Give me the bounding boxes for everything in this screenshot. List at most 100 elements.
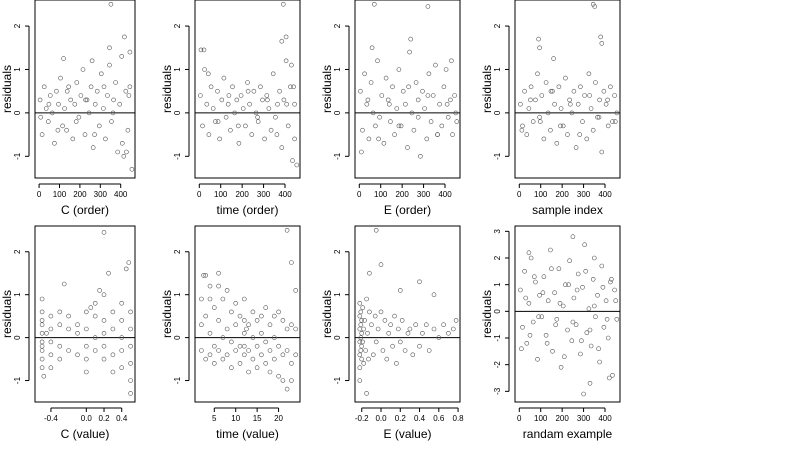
- data-point: [284, 101, 290, 107]
- data-point: [110, 309, 116, 315]
- data-point: [288, 84, 293, 90]
- data-point: [587, 380, 593, 386]
- data-point: [126, 260, 132, 265]
- data-point: [84, 326, 89, 332]
- data-point: [425, 4, 431, 9]
- data-point: [360, 339, 366, 345]
- data-point: [240, 106, 246, 111]
- data-point: [92, 335, 98, 340]
- data-point: [567, 101, 573, 107]
- data-point: [394, 106, 400, 111]
- data-point: [415, 114, 421, 120]
- data-point: [103, 136, 108, 142]
- data-point: [399, 318, 405, 323]
- data-point: [129, 167, 135, 172]
- data-point: [64, 88, 70, 94]
- data-point: [284, 228, 290, 233]
- data-point: [435, 132, 440, 137]
- data-point: [242, 318, 247, 323]
- data-point: [413, 80, 419, 85]
- y-tick-label: -1: [13, 376, 22, 384]
- data-point: [92, 348, 98, 353]
- data-point: [570, 319, 576, 325]
- data-point: [198, 93, 203, 98]
- y-axis-label: residuals: [480, 65, 494, 113]
- data-point: [372, 313, 378, 319]
- data-point: [237, 343, 243, 349]
- data-point: [423, 322, 429, 328]
- data-point: [280, 352, 286, 358]
- data-point: [228, 127, 233, 133]
- data-point: [433, 62, 438, 68]
- data-point: [550, 348, 555, 354]
- data-point: [253, 110, 259, 116]
- data-point: [359, 330, 365, 336]
- data-point: [526, 106, 532, 111]
- data-point: [255, 119, 261, 124]
- data-point: [614, 110, 620, 116]
- data-point: [236, 123, 241, 129]
- data-point: [259, 313, 264, 319]
- data-point: [119, 318, 124, 323]
- data-point: [445, 114, 451, 120]
- x-tick-label: 100: [374, 190, 388, 199]
- data-point: [277, 88, 282, 94]
- plot-frame: [34, 0, 136, 179]
- data-point: [593, 314, 598, 320]
- data-point: [123, 266, 129, 272]
- data-point: [268, 127, 274, 133]
- data-point: [250, 309, 256, 315]
- data-point: [97, 288, 102, 293]
- panel-6: 5 10 15 20 -1 0 1 2 time (value) residuals: [160, 225, 301, 441]
- x-tick-label: 0.4: [116, 414, 128, 423]
- x-axis-label: time (value): [216, 427, 279, 441]
- data-point: [267, 369, 273, 375]
- data-point: [128, 326, 133, 332]
- x-tick-label: 200: [395, 190, 409, 199]
- data-point: [543, 80, 549, 85]
- data-point: [212, 361, 217, 366]
- y-tick-label: 2: [333, 23, 342, 28]
- data-point: [443, 67, 449, 72]
- data-point: [66, 348, 71, 353]
- data-point: [575, 101, 581, 107]
- data-point: [101, 318, 107, 323]
- data-point: [83, 97, 88, 103]
- x-tick-label: 0: [517, 190, 522, 199]
- data-point: [233, 348, 238, 353]
- data-point: [203, 313, 208, 319]
- x-tick-label: 200: [73, 190, 87, 199]
- data-point: [293, 288, 299, 293]
- data-point: [229, 339, 234, 345]
- x-tick-label: 300: [257, 190, 271, 199]
- data-point: [101, 84, 107, 90]
- data-point: [276, 309, 281, 315]
- data-point: [206, 132, 212, 137]
- data-point: [426, 348, 432, 353]
- data-point: [58, 75, 63, 81]
- y-tick-label: -2: [493, 361, 502, 369]
- x-tick-label: 300: [94, 190, 108, 199]
- data-point: [548, 127, 553, 133]
- data-point: [270, 71, 276, 77]
- data-point: [537, 45, 542, 51]
- data-point: [267, 348, 273, 353]
- y-tick-label: -3: [493, 387, 502, 395]
- data-point: [216, 270, 221, 276]
- data-point: [75, 322, 80, 328]
- data-point: [357, 313, 363, 319]
- data-point: [580, 284, 585, 290]
- y-axis-label: residuals: [320, 65, 334, 113]
- data-point: [128, 378, 133, 383]
- data-point: [558, 364, 564, 370]
- data-point: [199, 348, 204, 353]
- data-point: [229, 309, 234, 315]
- data-point: [120, 141, 125, 146]
- data-point: [284, 348, 290, 353]
- data-point: [210, 106, 216, 111]
- data-point: [428, 119, 434, 124]
- x-tick-label: 5: [212, 414, 217, 423]
- x-tick-label: 100: [214, 190, 228, 199]
- data-point: [258, 84, 263, 90]
- data-point: [39, 356, 45, 362]
